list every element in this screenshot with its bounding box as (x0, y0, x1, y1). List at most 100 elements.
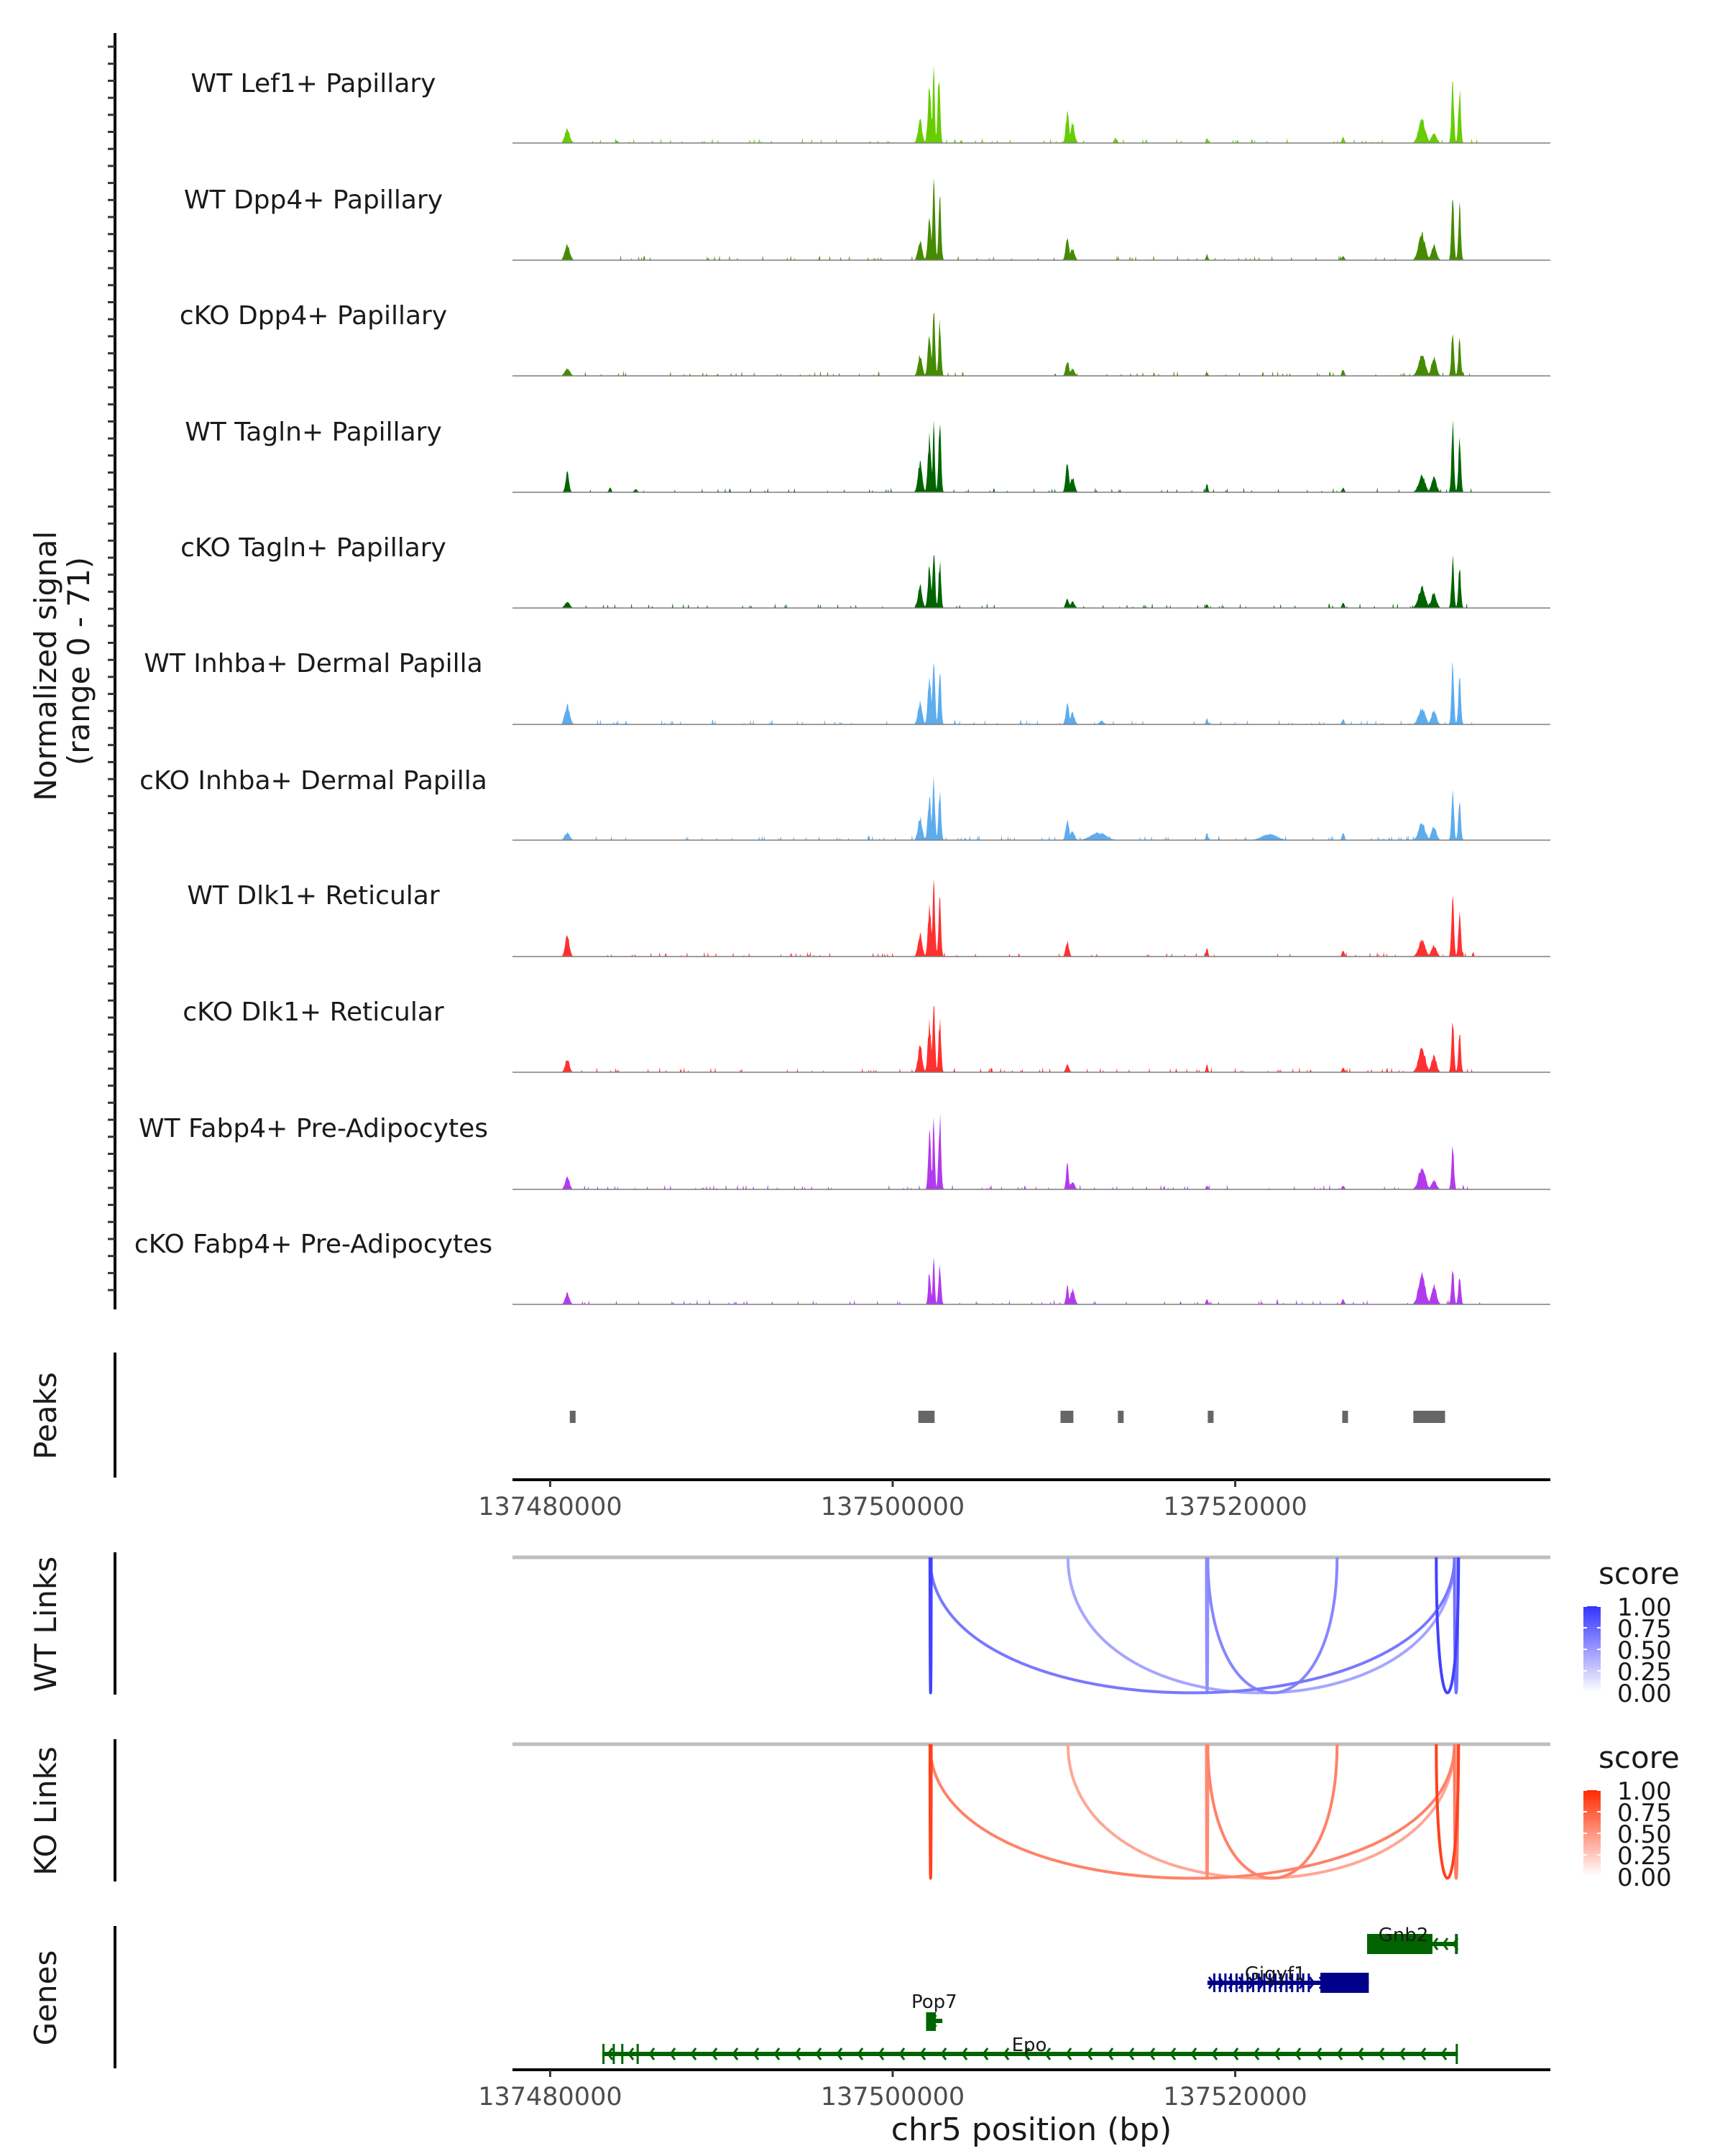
strand-chevron (1442, 1938, 1449, 1950)
legend-tick-label: 0.50 (1617, 1820, 1672, 1849)
coverage-area (512, 65, 1550, 143)
strand-chevron (753, 2047, 760, 2060)
strand-chevron (627, 2047, 635, 2060)
strand-chevron (1288, 1976, 1295, 1989)
x-tick-label: 137480000 (478, 2083, 622, 2111)
peak-region (1060, 1411, 1074, 1423)
coverage-track: cKO Dpp4+ Papillary (180, 301, 1550, 377)
legend-tick-label: 0.75 (1617, 1615, 1672, 1644)
strand-chevron (1190, 2047, 1197, 2060)
gene-exon (1296, 1973, 1299, 1992)
strand-chevron (732, 2047, 739, 2060)
gene-exon (1252, 1973, 1255, 1992)
peak-region (1118, 1411, 1124, 1423)
genes-track-label: Genes (28, 1950, 63, 2046)
gene-exon (1291, 1973, 1294, 1992)
gene-exon (1230, 1973, 1233, 1992)
coverage-track: WT Lef1+ Papillary (191, 65, 1550, 144)
strand-chevron (1003, 2047, 1010, 2060)
gene-exon (1455, 2044, 1458, 2064)
legend-tick-label: 0.25 (1617, 1842, 1672, 1871)
link-arc (928, 1557, 933, 1695)
wt-score-legend: score 1.000.750.500.250.00 (1583, 1556, 1680, 1708)
gene-exon (1224, 1973, 1227, 1992)
gene-label: Epo (1012, 2035, 1047, 2056)
strand-chevron (669, 2047, 676, 2060)
gene-exon (636, 2044, 639, 2064)
legend-tick-label: 1.00 (1617, 1777, 1672, 1806)
strand-chevron (878, 2047, 885, 2060)
peak-region (1413, 1411, 1445, 1423)
strand-chevron (1274, 2047, 1281, 2060)
ko-score-legend: score 1.000.750.500.250.00 (1583, 1740, 1680, 1892)
link-arc (1435, 1557, 1460, 1695)
coverage-area (512, 775, 1550, 840)
x-tick-label: 137520000 (1163, 2083, 1307, 2111)
coverage-track: WT Dlk1+ Reticular (187, 879, 1550, 957)
peak-region (569, 1411, 576, 1423)
wt-links-track (512, 1555, 1550, 1695)
gene-exon (1455, 1934, 1458, 1954)
strand-chevron (711, 2047, 718, 2060)
strand-chevron (1253, 2047, 1260, 2060)
strand-chevron (1336, 2047, 1343, 2060)
coverage-track: cKO Tagln+ Papillary (180, 533, 1550, 609)
strand-chevron (1315, 2047, 1322, 2060)
strand-chevron (919, 2047, 926, 2060)
coverage-area (512, 661, 1550, 724)
gene-exon (1235, 1973, 1238, 1992)
coverage-track-label: WT Fabp4+ Pre-Adipocytes (139, 1114, 488, 1143)
strand-chevron (1086, 2047, 1093, 2060)
coverage-track: cKO Fabp4+ Pre-Adipocytes (134, 1230, 1550, 1305)
gene-model: Gigyf1 (1207, 1963, 1369, 1993)
gene-exon (1241, 1973, 1243, 1992)
link-arc (1206, 1743, 1339, 1880)
gene-exon (1279, 1973, 1282, 1992)
coverage-ylabel-line2: (range 0 - 71) (61, 557, 96, 765)
strand-chevron (1024, 2047, 1031, 2060)
coverage-tracks: WT Lef1+ Papillary WT Dpp4+ Papillary cKO … (134, 65, 1550, 1305)
gene-exon (1218, 1973, 1221, 1992)
coverage-track: WT Tagln+ Papillary (185, 418, 1550, 493)
coverage-y-ticks (108, 45, 115, 1291)
strand-chevron (1065, 2047, 1072, 2060)
strand-chevron (1149, 2047, 1156, 2060)
coverage-track-label: cKO Fabp4+ Pre-Adipocytes (134, 1230, 492, 1259)
strand-chevron (1432, 1938, 1439, 1950)
gene-exon (621, 2044, 624, 2064)
peak-region (918, 1411, 935, 1423)
coverage-track: WT Dpp4+ Papillary (184, 178, 1550, 261)
coverage-area (512, 178, 1550, 260)
link-arc (1066, 1743, 1456, 1880)
strand-chevron (815, 2047, 822, 2060)
strand-chevron (794, 2047, 801, 2060)
gene-model: Epo (602, 2035, 1458, 2064)
peak-region (1208, 1411, 1214, 1423)
x-ticks-lower: 137480000 137500000 137520000 (478, 2070, 1307, 2111)
strand-chevron (1211, 2047, 1218, 2060)
coverage-track: WT Fabp4+ Pre-Adipocytes (139, 1112, 1550, 1190)
ko-links-label: KO Links (28, 1746, 63, 1876)
link-arc (1435, 1743, 1460, 1880)
x-tick-label: 137520000 (1163, 1493, 1307, 1521)
gene-exon (926, 2012, 937, 2031)
ko-legend-title: score (1598, 1740, 1680, 1775)
strand-chevron (1044, 2047, 1052, 2060)
gene-label: Gnb2 (1379, 1925, 1429, 1946)
coverage-track: cKO Dlk1+ Reticular (183, 998, 1550, 1073)
coverage-track-label: WT Dlk1+ Reticular (187, 881, 439, 911)
legend-tick-label: 0.75 (1617, 1799, 1672, 1828)
gene-exon (1307, 1973, 1310, 1992)
genes-track: Gnb2 Gigyf1 Pop7 Epo (602, 1925, 1459, 2064)
strand-chevron (836, 2047, 843, 2060)
strand-chevron (1294, 2047, 1302, 2060)
peak-region (1342, 1411, 1348, 1423)
strand-chevron (1169, 2047, 1177, 2060)
x-tick-label: 137500000 (821, 1493, 965, 1521)
strand-chevron (773, 2047, 781, 2060)
peaks-track-label: Peaks (28, 1372, 63, 1460)
legend-tick-label: 0.50 (1617, 1636, 1672, 1665)
strand-chevron (857, 2047, 864, 2060)
strand-chevron (961, 2047, 968, 2060)
link-arc (1066, 1557, 1456, 1695)
